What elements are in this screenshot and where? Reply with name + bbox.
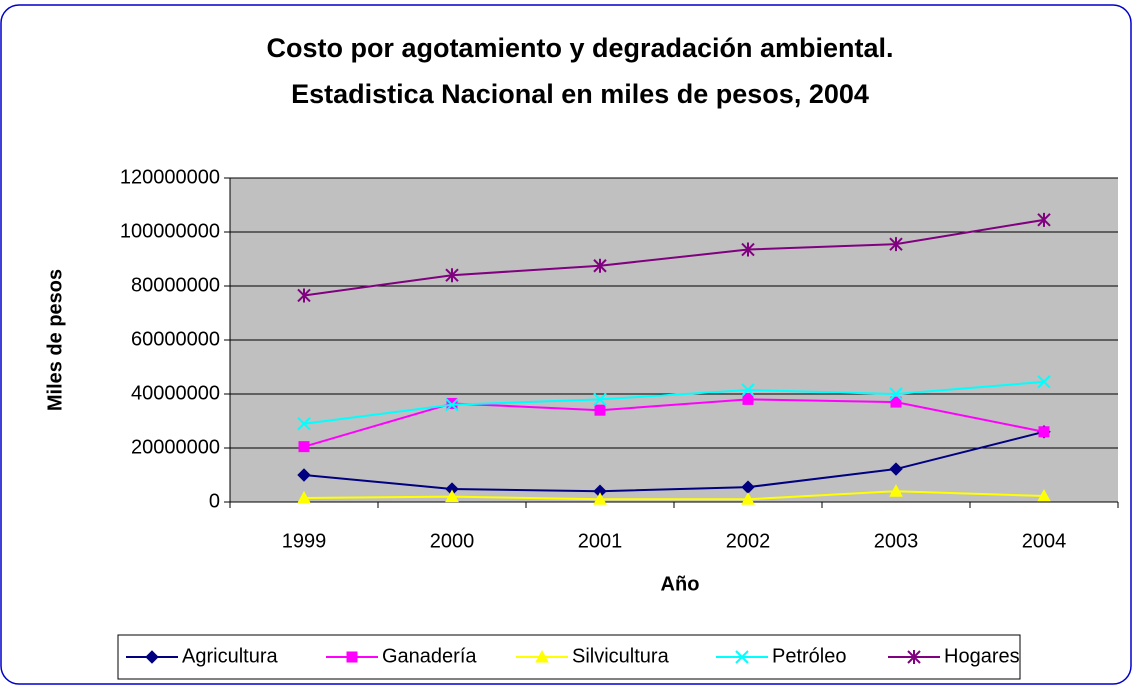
marker-shape: [889, 237, 903, 252]
x-axis-label: Año: [661, 573, 700, 595]
marker: [742, 393, 754, 405]
marker-shape: [593, 392, 607, 407]
marker: [1037, 489, 1051, 502]
marker-shape: [593, 492, 607, 505]
marker: [1037, 212, 1051, 227]
marker: [741, 383, 755, 397]
marker: [889, 484, 903, 497]
marker-shape: [346, 651, 358, 663]
y-tick-label: 0: [209, 490, 220, 512]
marker-shape: [1037, 375, 1051, 389]
marker-shape: [735, 650, 749, 664]
marker: [593, 258, 607, 273]
marker-shape: [907, 650, 921, 664]
marker: [735, 650, 749, 664]
legend-label: Agricultura: [182, 645, 278, 667]
x-tick-label: 2003: [874, 530, 919, 552]
marker: [145, 650, 159, 664]
marker: [1038, 426, 1050, 438]
marker-shape: [445, 489, 459, 503]
series-line: [303, 430, 1045, 493]
marker: [593, 492, 607, 505]
marker-shape: [1037, 489, 1051, 502]
marker: [297, 468, 311, 482]
marker-shape: [445, 268, 459, 283]
chart-title: Costo por agotamiento y degradación ambi…: [266, 33, 893, 63]
marker-shape: [297, 490, 311, 504]
marker-shape: [535, 649, 549, 663]
marker-shape: [445, 398, 459, 412]
series-line: [303, 218, 1045, 297]
chart-subtitle: Estadistica Nacional en miles de pesos, …: [291, 79, 869, 109]
marker-shape: [594, 404, 606, 416]
marker: [445, 268, 459, 283]
marker-shape: [741, 492, 755, 505]
x-tick-label: 2001: [578, 530, 623, 552]
y-tick-label: 20000000: [131, 436, 220, 458]
series-line: [303, 398, 1045, 448]
marker: [445, 398, 459, 412]
x-tick-label: 2000: [430, 530, 475, 552]
legend-label: Ganadería: [382, 645, 477, 667]
marker-shape: [889, 484, 903, 497]
marker-shape: [298, 441, 310, 453]
marker-shape: [1038, 426, 1050, 438]
y-tick-label: 120000000: [120, 166, 220, 188]
x-tick-label: 2002: [726, 530, 771, 552]
marker-shape: [741, 242, 755, 257]
marker-shape: [297, 288, 311, 303]
marker-shape: [297, 416, 311, 431]
marker-shape: [1037, 212, 1051, 227]
marker: [889, 237, 903, 252]
marker-shape: [297, 468, 311, 482]
marker: [594, 404, 606, 416]
marker: [298, 441, 310, 453]
marker: [889, 462, 903, 476]
marker: [890, 396, 902, 408]
y-tick-label: 80000000: [131, 274, 220, 296]
x-tick-label: 1999: [282, 530, 327, 552]
legend-label: Hogares: [944, 645, 1020, 667]
marker-shape: [593, 258, 607, 273]
x-tick-label: 2004: [1022, 530, 1067, 552]
marker: [445, 489, 459, 503]
y-axis-label: Miles de pesos: [44, 269, 66, 411]
marker: [535, 649, 549, 663]
marker: [741, 492, 755, 505]
marker: [889, 387, 903, 401]
marker: [1037, 375, 1051, 389]
marker: [907, 650, 921, 664]
legend-label: Petróleo: [772, 645, 847, 667]
legend: [117, 634, 1021, 680]
marker-shape: [889, 462, 903, 476]
marker: [297, 490, 311, 504]
marker: [593, 392, 607, 407]
marker-shape: [889, 387, 903, 401]
y-tick-label: 60000000: [131, 328, 220, 350]
y-tick-label: 100000000: [120, 220, 220, 242]
legend-label: Silvicultura: [572, 645, 670, 667]
marker-shape: [890, 396, 902, 408]
marker-shape: [741, 383, 755, 397]
marker-shape: [742, 393, 754, 405]
marker: [346, 651, 358, 663]
marker: [297, 416, 311, 431]
series-line: [303, 490, 1045, 501]
series-line: [303, 380, 1045, 425]
marker: [741, 242, 755, 257]
y-tick-label: 40000000: [131, 382, 220, 404]
marker-shape: [145, 650, 159, 664]
marker: [297, 288, 311, 303]
